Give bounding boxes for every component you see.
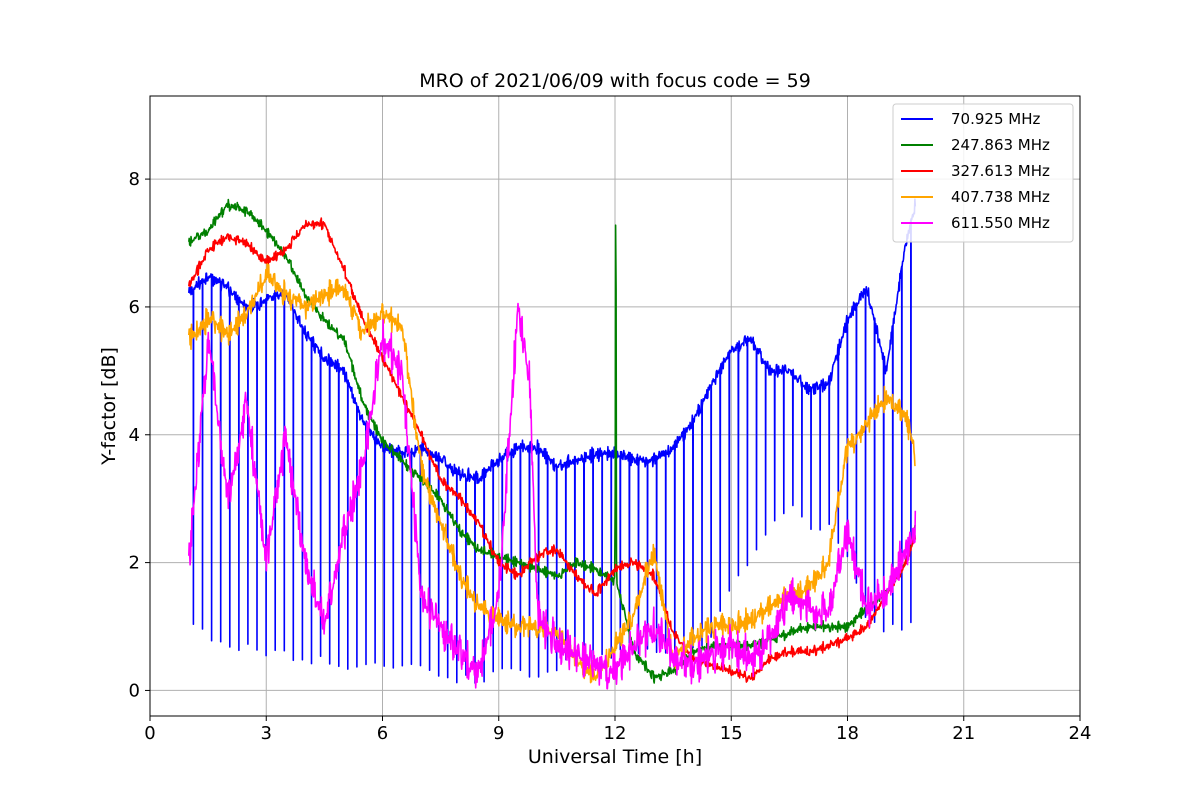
x-tick-label: 0 (144, 723, 155, 744)
y-tick-label: 2 (129, 553, 140, 574)
series-line (188, 198, 917, 684)
y-tick-label: 0 (129, 680, 140, 701)
legend-entry: 70.925 MHz (951, 110, 1040, 128)
x-tick-label: 24 (1069, 723, 1092, 744)
y-tick-label: 6 (129, 297, 140, 318)
chart-title: MRO of 2021/06/09 with focus code = 59 (419, 70, 811, 92)
x-tick-label: 9 (493, 723, 504, 744)
x-axis-label: Universal Time [h] (528, 746, 702, 768)
series-line (188, 198, 917, 684)
y-tick-label: 4 (129, 425, 140, 446)
legend-entry: 247.863 MHz (951, 136, 1050, 154)
x-tick-label: 3 (261, 723, 272, 744)
legend-box (892, 103, 1074, 243)
legend-entry: 407.738 MHz (951, 188, 1050, 206)
legend: 70.925 MHz 247.863 MHz 327.613 MHz 407.738 … (892, 103, 1074, 243)
series-70-925-mhz (188, 198, 917, 684)
x-tick-label: 21 (952, 723, 975, 744)
legend-entry: 327.613 MHz (951, 162, 1050, 180)
y-axis-label: Y-factor [dB] (98, 347, 120, 466)
x-tick-label: 6 (377, 723, 388, 744)
series-line (188, 217, 917, 683)
legend-entry: 611.550 MHz (951, 214, 1050, 232)
x-tick-label: 15 (720, 723, 743, 744)
series-line (188, 302, 917, 690)
x-tick-label: 18 (836, 723, 859, 744)
x-tick-label: 12 (604, 723, 627, 744)
series-layer (188, 124, 917, 690)
y-tick-label: 8 (129, 169, 140, 190)
series-611-550-mhz (188, 302, 917, 690)
